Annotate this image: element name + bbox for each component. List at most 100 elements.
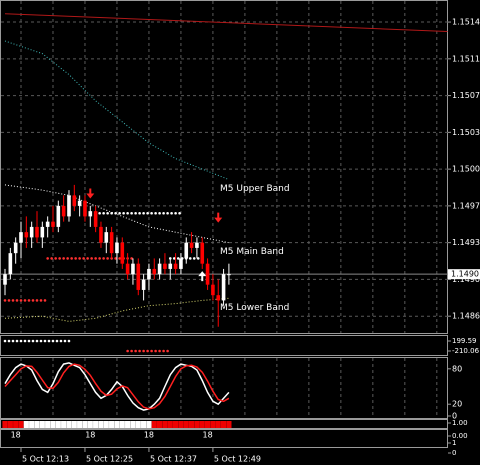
- candle-body: [168, 263, 173, 269]
- current-price-box: [448, 269, 480, 280]
- candle-body: [157, 263, 162, 275]
- candle-body: [13, 242, 18, 254]
- strip-cell: [23, 421, 29, 428]
- candle-body: [227, 274, 231, 276]
- strip-cell: [18, 421, 24, 428]
- strip-cell: [55, 421, 61, 428]
- level-dot: [154, 211, 157, 215]
- candle-body: [216, 295, 221, 301]
- candle-body: [147, 268, 151, 280]
- level-dot: [46, 257, 49, 260]
- level-dot: [50, 257, 53, 260]
- strip-cell: [29, 421, 35, 428]
- strip-cell: [151, 421, 157, 428]
- level-dot: [102, 211, 105, 215]
- strip-cell: [157, 421, 163, 428]
- strip-cell: [194, 421, 200, 428]
- level-dot: [166, 349, 169, 353]
- marker-label: 18: [11, 431, 21, 440]
- strip-cell: [188, 421, 195, 428]
- oscillator-line: [4, 362, 230, 411]
- candle-body: [184, 242, 189, 259]
- level-dot: [70, 257, 73, 260]
- strip-cell: [220, 421, 227, 428]
- level-dot: [162, 349, 165, 353]
- level-dot: [150, 211, 153, 215]
- candle-body: [200, 242, 205, 264]
- strip-cell: [77, 421, 83, 428]
- strip-cell: [93, 421, 99, 428]
- strip-cell: [204, 421, 211, 428]
- y-tick-label: 1.00: [452, 419, 468, 427]
- level-dot: [138, 211, 141, 215]
- candle-body: [8, 253, 13, 275]
- level-dot: [126, 349, 129, 353]
- candle-body: [51, 221, 55, 227]
- candle-body: [99, 226, 103, 243]
- level-dot: [188, 257, 192, 260]
- y-tick-label: 1.1490: [452, 275, 480, 284]
- level-dot: [15, 339, 19, 343]
- level-dot: [62, 257, 65, 260]
- band-label: M5 Main Band: [220, 247, 284, 257]
- level-dot: [192, 257, 196, 260]
- candle-body: [83, 200, 87, 217]
- level-dot: [126, 211, 129, 215]
- marker-panel: [0, 429, 448, 448]
- y-tick-label: 0.00: [452, 432, 468, 440]
- strip-cell: [146, 421, 152, 428]
- level-dot: [15, 299, 19, 302]
- oscillator-panel: [0, 357, 448, 419]
- level-dot: [106, 211, 109, 215]
- band-label: M5 Lower Band: [220, 303, 289, 313]
- strip-cell: [71, 421, 77, 428]
- level-dot: [51, 339, 55, 343]
- level-dot: [130, 211, 133, 215]
- level-dot: [134, 349, 137, 353]
- marker-label: 18: [144, 431, 154, 440]
- strip-cell: [215, 421, 221, 428]
- level-dot: [146, 211, 149, 215]
- level-dot: [54, 257, 57, 260]
- y-tick-label: 1.1511: [452, 54, 480, 63]
- candle-body: [67, 195, 71, 217]
- level-dot: [35, 299, 39, 302]
- strip-cell: [34, 421, 40, 428]
- strip-cell: [183, 421, 189, 428]
- strip-cell: [45, 421, 51, 428]
- candle-body: [56, 205, 61, 227]
- trend-line: [4, 13, 448, 32]
- level-dot: [35, 339, 39, 343]
- band-label: M5 Upper Band: [220, 184, 290, 194]
- y-tick-label: 1.1507: [452, 91, 480, 100]
- y-tick-label: 1.1497: [452, 201, 480, 210]
- strip-cell: [98, 421, 104, 428]
- strip-cell: [226, 421, 232, 428]
- strip-cell: [87, 421, 93, 428]
- candle-body: [35, 226, 39, 238]
- strip-cell: [50, 421, 56, 428]
- candle-body: [109, 232, 114, 254]
- level-dot: [122, 211, 125, 215]
- x-tick-label: 5 Oct 12:37: [150, 455, 197, 464]
- level-dot: [110, 211, 113, 215]
- level-dot: [43, 339, 47, 343]
- level-dot: [114, 257, 117, 260]
- candle-body: [136, 263, 141, 290]
- candle-body: [163, 263, 167, 269]
- strip-cell: [13, 421, 19, 428]
- level-dot: [39, 339, 43, 343]
- strip-cell: [135, 421, 141, 428]
- candle-body: [211, 284, 215, 296]
- level-dot: [166, 211, 169, 215]
- candle-body: [195, 242, 199, 248]
- candle-body: [120, 242, 125, 264]
- level-dot: [114, 211, 117, 215]
- level-dot: [178, 211, 181, 215]
- strip-cell: [130, 421, 136, 428]
- level-dot: [47, 339, 51, 343]
- level-dot: [86, 257, 89, 260]
- strip-cell: [172, 421, 179, 428]
- level-dot: [27, 339, 31, 343]
